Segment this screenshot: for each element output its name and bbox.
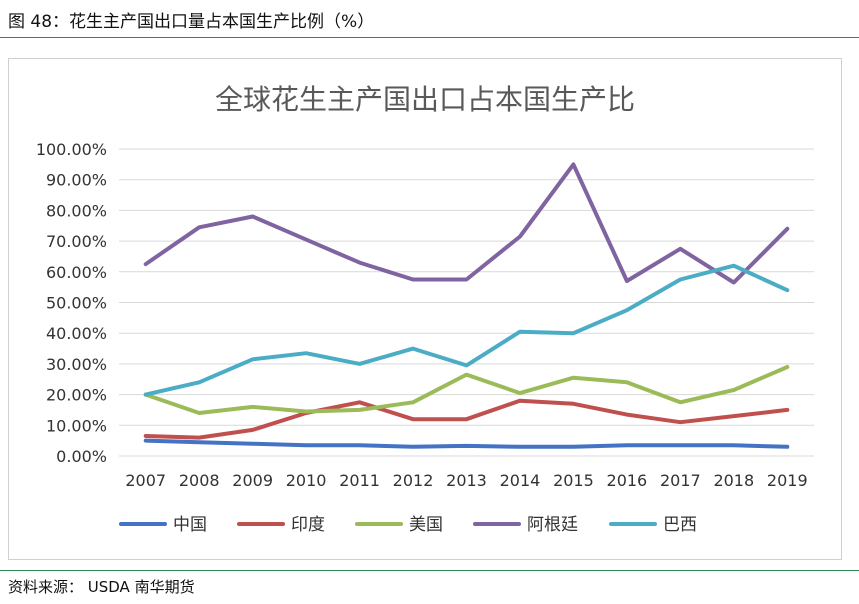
x-axis-ticks: 2007 2008 2009 2010 2011 2012 2013 2014 2015 2016…	[125, 471, 807, 490]
series-lines	[143, 162, 790, 449]
x-tick-label: 2007	[125, 471, 166, 490]
chart-title: 全球花生主产国出口占本国生产比	[215, 83, 635, 116]
y-tick-label: 50.00%	[46, 294, 107, 313]
y-tick-label: 90.00%	[46, 171, 107, 190]
legend-label: 印度	[291, 515, 325, 535]
header-rule	[0, 37, 859, 38]
x-tick-label: 2016	[607, 471, 648, 490]
y-tick-label: 20.00%	[46, 386, 107, 405]
y-tick-label: 0.00%	[56, 447, 107, 466]
series-line	[143, 263, 790, 397]
footer-rule	[0, 570, 859, 571]
legend-label: 巴西	[663, 515, 697, 535]
y-tick-label: 30.00%	[46, 355, 107, 374]
y-tick-label: 40.00%	[46, 324, 107, 343]
y-tick-label: 70.00%	[46, 232, 107, 251]
x-tick-label: 2014	[500, 471, 541, 490]
legend-label: 中国	[173, 515, 207, 535]
gridlines	[119, 148, 814, 457]
y-axis-ticks: 0.00% 10.00% 20.00% 30.00% 40.00% 50.00% 60.00…	[36, 140, 107, 466]
y-tick-label: 60.00%	[46, 263, 107, 282]
series-line	[143, 365, 790, 415]
figure-caption: 图 48：花生主产国出口量占本国生产比例（%）	[8, 12, 375, 32]
series-line	[143, 438, 790, 449]
series-line	[143, 162, 790, 285]
series-line	[143, 398, 790, 440]
x-tick-label: 2008	[179, 471, 220, 490]
y-tick-label: 80.00%	[46, 201, 107, 220]
y-tick-label: 100.00%	[36, 140, 107, 159]
source-note: 资料来源： USDA 南华期货	[8, 578, 195, 596]
x-tick-label: 2010	[286, 471, 327, 490]
x-tick-label: 2017	[660, 471, 701, 490]
x-tick-label: 2018	[713, 471, 754, 490]
x-tick-label: 2011	[339, 471, 380, 490]
x-tick-label: 2012	[393, 471, 434, 490]
x-tick-label: 2009	[232, 471, 273, 490]
x-tick-label: 2015	[553, 471, 594, 490]
x-tick-label: 2019	[767, 471, 808, 490]
chart-frame: 全球花生主产国出口占本国生产比 0.00% 10.00% 20.00% 30.00% 4…	[8, 58, 842, 560]
legend: 中国 印度 美国 阿根廷 巴西	[119, 515, 697, 535]
x-tick-label: 2013	[446, 471, 487, 490]
line-chart: 全球花生主产国出口占本国生产比 0.00% 10.00% 20.00% 30.00% 4…	[36, 83, 814, 535]
legend-label: 阿根廷	[527, 515, 578, 535]
legend-label: 美国	[409, 515, 443, 535]
y-tick-label: 10.00%	[46, 416, 107, 435]
